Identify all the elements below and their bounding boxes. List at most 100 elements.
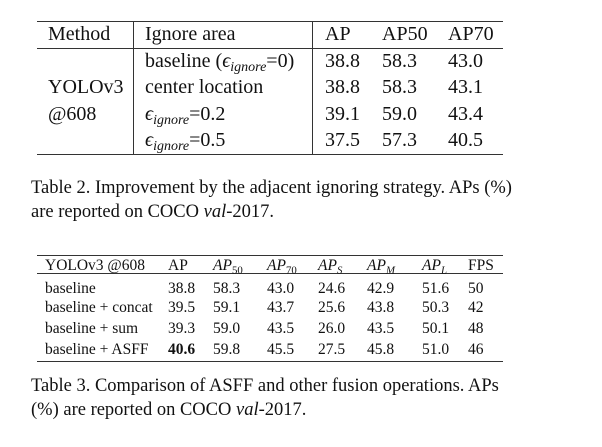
ap50-cell: 58.3 bbox=[382, 76, 417, 98]
rule bbox=[37, 21, 503, 23]
ap-cell: 40.6 bbox=[168, 341, 196, 358]
aps-cell: 24.6 bbox=[318, 280, 346, 297]
header-ap: AP bbox=[168, 257, 188, 274]
caption-text: -2017. bbox=[226, 202, 275, 222]
ap-cell: 39.3 bbox=[168, 320, 196, 337]
h: AP bbox=[213, 257, 232, 274]
method-cell: baseline + sum bbox=[45, 320, 139, 337]
epsilon-symbol: ϵ bbox=[145, 129, 154, 151]
method-cell: baseline bbox=[45, 280, 96, 297]
caption-text: are reported on COCO bbox=[31, 202, 204, 222]
header-ap50: AP50 bbox=[382, 23, 428, 45]
header-method: Method bbox=[48, 23, 111, 45]
ap50-cell: 59.0 bbox=[382, 103, 417, 125]
h: AP bbox=[422, 257, 441, 274]
ap50-cell: 57.3 bbox=[382, 129, 417, 151]
rule bbox=[37, 273, 503, 274]
divider bbox=[133, 21, 134, 155]
h: 50 bbox=[231, 264, 243, 277]
ap70-cell: 40.5 bbox=[448, 129, 483, 151]
ignore-area-cell: ϵignore=0.2 bbox=[145, 102, 225, 133]
ap-cell: 39.5 bbox=[168, 299, 196, 316]
rule bbox=[37, 255, 503, 257]
header-ap70: AP70 bbox=[448, 23, 494, 45]
subscript: ignore bbox=[230, 60, 267, 76]
epsilon-symbol: ϵ bbox=[145, 103, 154, 125]
header-model: YOLOv3 @608 bbox=[45, 257, 145, 274]
h: M bbox=[385, 264, 395, 277]
apl-cell: 50.1 bbox=[422, 320, 450, 337]
ap70-cell: 43.0 bbox=[267, 280, 295, 297]
ap-cell: 38.8 bbox=[325, 50, 360, 72]
ap50-cell: 59.1 bbox=[213, 299, 241, 316]
caption-text: -2017. bbox=[258, 400, 307, 420]
header-ap50: AP50 bbox=[213, 256, 243, 280]
fps-cell: 50 bbox=[468, 280, 484, 297]
apl-cell: 51.0 bbox=[422, 341, 450, 358]
ap70-cell: 43.0 bbox=[448, 50, 483, 72]
h: AP bbox=[267, 257, 286, 274]
rule bbox=[37, 154, 503, 156]
h: L bbox=[440, 264, 447, 277]
ap-cell: 39.1 bbox=[325, 103, 360, 125]
apm-cell: 43.8 bbox=[367, 299, 395, 316]
ap70-cell: 43.7 bbox=[267, 299, 295, 316]
ap70-cell: 45.5 bbox=[267, 341, 295, 358]
h: AP bbox=[318, 257, 337, 274]
header-fps: FPS bbox=[468, 257, 494, 274]
ap70-cell: 43.5 bbox=[267, 320, 295, 337]
ap50-cell: 59.0 bbox=[213, 320, 241, 337]
apm-cell: 42.9 bbox=[367, 280, 395, 297]
ap50-cell: 58.3 bbox=[382, 50, 417, 72]
header-apl: APL bbox=[422, 256, 447, 280]
fps-cell: 42 bbox=[468, 299, 484, 316]
method-name: YOLOv3 bbox=[48, 76, 124, 98]
area-text: =0.5 bbox=[189, 129, 226, 151]
caption-text: (%) are reported on COCO bbox=[31, 400, 236, 420]
apm-cell: 45.8 bbox=[367, 341, 395, 358]
method-resolution: @608 bbox=[48, 103, 97, 125]
table-2-caption-line2: are reported on COCO val-2017. bbox=[31, 200, 274, 224]
epsilon-symbol: ϵ bbox=[222, 50, 231, 72]
ap70-cell: 43.1 bbox=[448, 76, 483, 98]
area-text: center location bbox=[145, 76, 264, 98]
h: AP bbox=[367, 257, 386, 274]
aps-cell: 27.5 bbox=[318, 341, 346, 358]
caption-italic: val bbox=[235, 400, 259, 420]
ignore-area-cell: center location bbox=[145, 75, 263, 99]
table-3-caption-line1: Table 3. Comparison of ASFF and other fu… bbox=[31, 376, 499, 396]
header-ignore-area: Ignore area bbox=[145, 23, 236, 45]
ap50-cell: 59.8 bbox=[213, 341, 241, 358]
aps-cell: 25.6 bbox=[318, 299, 346, 316]
area-text: =0.2 bbox=[189, 103, 226, 125]
ap-cell: 38.8 bbox=[325, 76, 360, 98]
apl-cell: 50.3 bbox=[422, 299, 450, 316]
rule bbox=[37, 48, 503, 49]
table-3-caption-line2: (%) are reported on COCO val-2017. bbox=[31, 398, 306, 422]
header-ap70: AP70 bbox=[267, 256, 297, 280]
method-cell: baseline + concat bbox=[45, 299, 153, 316]
subscript: ignore bbox=[153, 113, 190, 129]
ap-cell: 37.5 bbox=[325, 129, 360, 151]
rule bbox=[37, 361, 503, 363]
ignore-area-cell: baseline (ϵignore=0) bbox=[145, 49, 294, 80]
ap50-cell: 58.3 bbox=[213, 280, 241, 297]
ignore-area-cell: ϵignore=0.5 bbox=[145, 128, 225, 159]
area-text: =0) bbox=[266, 50, 295, 72]
header-apm: APM bbox=[367, 256, 395, 280]
fps-cell: 48 bbox=[468, 320, 484, 337]
ap70-cell: 43.4 bbox=[448, 103, 483, 125]
subscript: ignore bbox=[153, 139, 190, 155]
header-aps: APS bbox=[318, 256, 342, 280]
divider bbox=[312, 21, 313, 155]
h: 70 bbox=[285, 264, 297, 277]
header-ap: AP bbox=[325, 23, 351, 45]
ap-cell: 38.8 bbox=[168, 280, 196, 297]
fps-cell: 46 bbox=[468, 341, 484, 358]
h: S bbox=[336, 264, 343, 277]
caption-italic: val bbox=[203, 202, 227, 222]
aps-cell: 26.0 bbox=[318, 320, 346, 337]
table-2-caption-line1: Table 2. Improvement by the adjacent ign… bbox=[31, 178, 512, 198]
method-cell: baseline + ASFF bbox=[45, 341, 149, 358]
apl-cell: 51.6 bbox=[422, 280, 450, 297]
